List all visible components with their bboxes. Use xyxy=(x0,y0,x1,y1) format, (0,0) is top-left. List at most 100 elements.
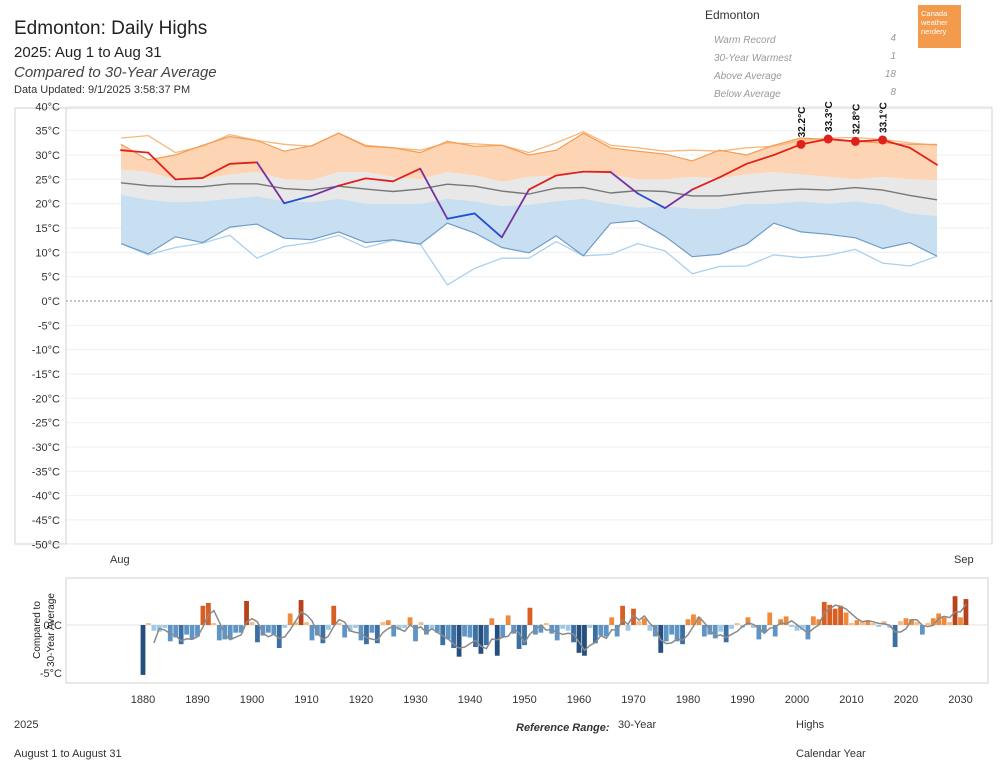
anomaly-bar xyxy=(843,612,849,625)
current-year-segment xyxy=(473,212,503,239)
footer-period: August 1 to August 31 xyxy=(14,748,122,760)
anomaly-bar xyxy=(429,625,435,630)
current-year-segment xyxy=(419,167,449,220)
y-tick-label: 40°C xyxy=(35,101,60,113)
current-year-segment xyxy=(147,151,177,181)
anomaly-bar xyxy=(909,619,914,625)
anomaly-x-tick: 1930 xyxy=(403,694,427,706)
anomaly-bar xyxy=(407,617,413,625)
anomaly-bar xyxy=(696,617,702,625)
anomaly-bar xyxy=(391,625,397,637)
anomaly-bar xyxy=(418,622,424,625)
p90-line xyxy=(120,132,937,162)
reference-range-value[interactable]: 30-Year xyxy=(618,719,657,731)
y-tick-label: -45°C xyxy=(32,515,60,527)
p10-line xyxy=(120,220,938,258)
y-tick-label: -15°C xyxy=(32,369,60,381)
current-year-segment xyxy=(364,177,394,183)
anomaly-bar xyxy=(271,625,277,635)
anomaly-x-tick: 1900 xyxy=(240,694,264,706)
anomaly-bar xyxy=(238,625,244,633)
anomaly-trend-line xyxy=(153,603,967,652)
anomaly-bar xyxy=(173,625,179,638)
anomaly-bar xyxy=(772,625,778,637)
comparison-caption: Compared to 30-Year Average xyxy=(14,64,217,81)
anomaly-x-tick: 1920 xyxy=(349,694,373,706)
measure-selector[interactable]: Highs xyxy=(796,719,825,731)
y-tick-label: -35°C xyxy=(32,466,60,478)
anomaly-bar xyxy=(140,625,146,675)
anomaly-bar xyxy=(560,625,566,629)
current-year-segment xyxy=(854,139,884,143)
anomaly-bar xyxy=(919,625,925,635)
anomaly-bar xyxy=(424,625,429,635)
record-label: 32.2°C xyxy=(797,107,808,138)
record-low-line xyxy=(120,234,938,286)
y-tick-label: -40°C xyxy=(32,491,60,503)
record-label: 32.8°C xyxy=(851,104,862,135)
current-year-segment xyxy=(174,177,204,181)
anomaly-x-tick: 1980 xyxy=(676,694,700,706)
stat-label-30yr-warmest: 30-Year Warmest xyxy=(714,53,792,64)
anomaly-bar xyxy=(543,623,549,625)
anomaly-bar xyxy=(516,625,522,649)
anomaly-x-tick: 1910 xyxy=(294,694,318,706)
anomaly-bar xyxy=(206,602,211,625)
anomaly-bar xyxy=(233,625,239,633)
anomaly-bar xyxy=(642,618,647,625)
anomaly-bar xyxy=(413,625,418,642)
anomaly-bar xyxy=(249,622,255,625)
y-tick-label: 35°C xyxy=(35,126,60,138)
anomaly-bar xyxy=(592,625,598,644)
calendar-selector[interactable]: Calendar Year xyxy=(796,748,866,760)
anomaly-bar xyxy=(505,615,511,625)
anomaly-bar xyxy=(751,625,756,628)
anomaly-bar xyxy=(663,625,669,642)
record-label: 33.3°C xyxy=(824,101,835,132)
anomaly-bar xyxy=(483,625,489,646)
current-year-segment xyxy=(636,192,666,209)
anomaly-bar xyxy=(854,620,860,625)
current-year-segment xyxy=(718,162,748,179)
anomaly-bar xyxy=(892,625,898,648)
x-tick-label: Sep xyxy=(954,554,974,566)
anomaly-bar xyxy=(282,625,288,628)
anomaly-bar xyxy=(876,625,882,627)
current-year-segment xyxy=(500,188,530,239)
anomaly-bar xyxy=(701,625,707,637)
anomaly-bar xyxy=(941,617,947,625)
reference-range-label: Reference Range: xyxy=(516,722,610,734)
anomaly-bar xyxy=(587,625,593,628)
current-year-segment xyxy=(201,162,231,179)
stat-value-below-average: 8 xyxy=(890,87,896,98)
logo-text-line: nerdery xyxy=(921,27,947,36)
anomaly-bar xyxy=(353,625,358,628)
below-normal-band xyxy=(121,194,937,257)
brand-logo[interactable]: Canada weather nerdery xyxy=(918,5,961,48)
anomaly-x-tick: 1960 xyxy=(567,694,591,706)
anomaly-bar xyxy=(342,625,348,638)
y-tick-label: 30°C xyxy=(35,150,60,162)
current-year-segment xyxy=(256,161,286,205)
y-tick-label: 20°C xyxy=(35,199,60,211)
anomaly-bar xyxy=(598,625,604,636)
stat-label-warm-record: Warm Record xyxy=(714,35,776,46)
anomaly-bar xyxy=(631,608,636,625)
anomaly-bar xyxy=(500,625,506,638)
anomaly-bar xyxy=(309,625,315,641)
anomaly-bar xyxy=(146,623,151,625)
y-tick-label: -5°C xyxy=(38,320,60,332)
anomaly-bar xyxy=(287,613,293,625)
anomaly-bar xyxy=(849,623,854,625)
current-year-segment xyxy=(908,146,938,166)
station-name: Edmonton xyxy=(705,8,760,22)
anomaly-bar xyxy=(718,625,724,632)
anomaly-bar xyxy=(451,625,457,649)
anomaly-bar xyxy=(734,623,740,625)
anomaly-bar xyxy=(789,625,794,627)
anomaly-bar xyxy=(691,614,696,625)
current-year-segment xyxy=(228,161,258,165)
average-line xyxy=(120,182,938,201)
anomaly-bar xyxy=(380,622,386,625)
anomaly-bar xyxy=(914,622,920,625)
